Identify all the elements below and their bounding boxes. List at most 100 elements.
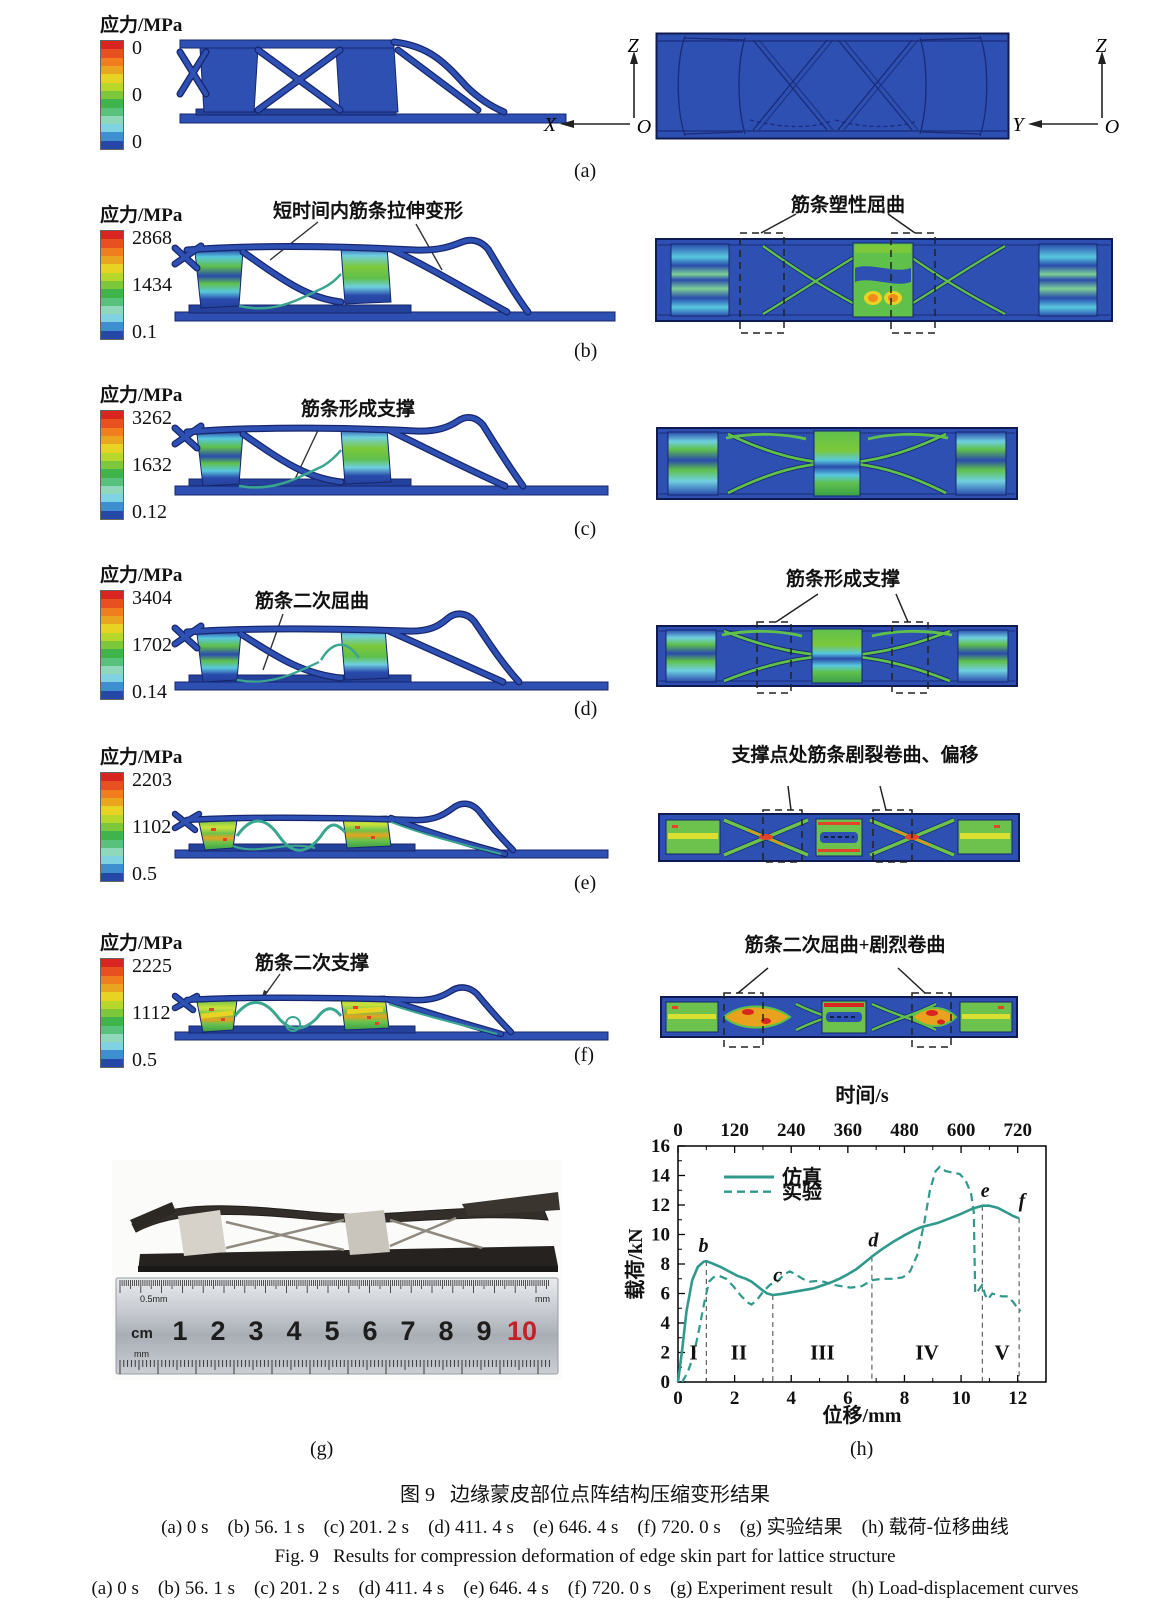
colorbar-min: 0.5 bbox=[132, 1049, 157, 1071]
svg-text:6: 6 bbox=[661, 1284, 671, 1305]
axis-origin-label: O bbox=[637, 116, 651, 138]
svg-text:240: 240 bbox=[777, 1120, 806, 1141]
colorbar-mid: 1632 bbox=[132, 454, 172, 476]
colorbar-min: 0.1 bbox=[132, 321, 157, 343]
fem-front-view-e bbox=[658, 813, 1020, 862]
fem-front-view-c bbox=[656, 427, 1018, 500]
svg-text:6: 6 bbox=[843, 1388, 853, 1409]
colorbar-f: 应力/MPa 2225 1112 0.5 bbox=[100, 928, 183, 1071]
svg-text:3: 3 bbox=[248, 1316, 263, 1346]
svg-text:9: 9 bbox=[476, 1316, 491, 1346]
fem-front-view-f bbox=[660, 996, 1018, 1038]
panel-label-h: (h) bbox=[850, 1438, 874, 1460]
svg-text:1: 1 bbox=[172, 1316, 187, 1346]
colorbar-mid: 1702 bbox=[132, 634, 172, 656]
colorbar-min: 0.12 bbox=[132, 501, 167, 523]
svg-text:12: 12 bbox=[651, 1195, 670, 1216]
annotation-boxes-e bbox=[762, 785, 913, 863]
annotation-c-left: 筋条形成支撑 bbox=[300, 399, 416, 420]
svg-text:mm: mm bbox=[535, 1294, 550, 1304]
subcaption-en: (a) 0 s (b) 56. 1 s (c) 201. 2 s (d) 411… bbox=[91, 1578, 1079, 1599]
colorbar-title: 应力/MPa bbox=[100, 933, 183, 954]
steel-ruler: 0.5mm mm cm 1 2 3 4 5 6 7 8 9 10 mm bbox=[115, 1277, 559, 1375]
svg-text:载荷/kN: 载荷/kN bbox=[623, 1228, 647, 1300]
arrow-up bbox=[630, 51, 638, 64]
experiment-photo: 0.5mm mm cm 1 2 3 4 5 6 7 8 9 10 mm bbox=[112, 1160, 562, 1380]
colorbar-mid: 1102 bbox=[132, 816, 172, 838]
svg-text:120: 120 bbox=[720, 1120, 749, 1141]
svg-text:IV: IV bbox=[915, 1341, 938, 1365]
svg-text:6: 6 bbox=[362, 1316, 377, 1346]
axis-z-label: Z bbox=[1095, 35, 1107, 57]
panel-label-b: (b) bbox=[574, 340, 598, 362]
colorbar-e: 应力/MPa 2203 1102 0.5 bbox=[100, 742, 182, 884]
annotation-f-left: 筋条二次支撑 bbox=[254, 953, 370, 974]
axis-z-label: Z bbox=[627, 35, 639, 57]
fem-side-view-d bbox=[171, 610, 609, 691]
fem-front-view-b bbox=[655, 238, 1113, 322]
svg-text:I: I bbox=[689, 1341, 697, 1365]
panel-label-a: (a) bbox=[574, 160, 597, 182]
svg-text:2: 2 bbox=[210, 1316, 225, 1346]
annotation-d-left: 筋条二次屈曲 bbox=[254, 591, 370, 612]
fem-front-view-a bbox=[655, 32, 1010, 140]
svg-text:cm: cm bbox=[131, 1325, 153, 1342]
colorbar-max: 2225 bbox=[132, 955, 172, 977]
colorbar-min: 0.14 bbox=[132, 681, 167, 703]
fem-side-view-a bbox=[176, 38, 567, 124]
reflective-pad bbox=[178, 1210, 226, 1256]
svg-text:位移/mm: 位移/mm bbox=[823, 1403, 902, 1427]
svg-text:8: 8 bbox=[900, 1388, 910, 1409]
colorbar-title: 应力/MPa bbox=[100, 15, 183, 36]
leader-line-d-left bbox=[262, 613, 284, 671]
caption-en: Fig. 9 Results for compression deformati… bbox=[274, 1546, 896, 1567]
colorbar-strip bbox=[100, 958, 124, 1068]
colorbar-max: 0 bbox=[132, 37, 142, 59]
fem-side-view-f bbox=[171, 984, 609, 1041]
svg-text:实验: 实验 bbox=[782, 1180, 822, 1204]
svg-text:2: 2 bbox=[730, 1388, 740, 1409]
colorbar-max: 3262 bbox=[132, 407, 172, 429]
axis-origin-label: O bbox=[1105, 116, 1119, 138]
colorbar-strip bbox=[100, 230, 124, 340]
svg-text:mm: mm bbox=[134, 1349, 149, 1359]
svg-text:480: 480 bbox=[890, 1120, 919, 1141]
svg-text:时间/s: 时间/s bbox=[835, 1084, 889, 1107]
colorbar-mid: 1434 bbox=[132, 274, 172, 296]
colorbar-max: 3404 bbox=[132, 587, 172, 609]
colorbar-strip bbox=[100, 772, 124, 882]
svg-text:8: 8 bbox=[438, 1316, 453, 1346]
fem-front-view-d bbox=[656, 625, 1018, 687]
svg-text:V: V bbox=[995, 1341, 1010, 1365]
fem-side-view-c bbox=[171, 414, 609, 496]
svg-text:10: 10 bbox=[651, 1225, 670, 1246]
annotation-b-right: 筋条塑性屈曲 bbox=[790, 195, 906, 216]
svg-text:III: III bbox=[810, 1341, 835, 1365]
svg-text:0.5mm: 0.5mm bbox=[140, 1294, 168, 1304]
svg-text:5: 5 bbox=[324, 1316, 339, 1346]
colorbar-strip bbox=[100, 590, 124, 700]
caption-cn: 图 9 边缘蒙皮部位点阵结构压缩变形结果 bbox=[400, 1484, 770, 1506]
annotation-b-left: 短时间内筋条拉伸变形 bbox=[272, 201, 464, 222]
annotation-boxes-d bbox=[756, 593, 929, 694]
svg-text:d: d bbox=[868, 1229, 879, 1251]
colorbar-mid: 0 bbox=[132, 84, 142, 106]
annotation-boxes-f bbox=[723, 967, 952, 1048]
svg-text:600: 600 bbox=[947, 1120, 976, 1141]
svg-text:360: 360 bbox=[834, 1120, 863, 1141]
axis-x-label: X bbox=[543, 114, 557, 136]
panel-label-c: (c) bbox=[574, 518, 597, 540]
svg-text:仿真: 仿真 bbox=[782, 1165, 822, 1189]
colorbar-title: 应力/MPa bbox=[100, 385, 183, 406]
panel-label-f: (f) bbox=[574, 1044, 594, 1066]
colorbar-c: 应力/MPa 3262 1632 0.12 bbox=[100, 380, 183, 523]
annotation-d-right: 筋条形成支撑 bbox=[785, 569, 901, 590]
annotation-boxes-b bbox=[739, 213, 936, 334]
svg-text:c: c bbox=[773, 1265, 782, 1287]
svg-text:4: 4 bbox=[286, 1316, 301, 1346]
colorbar-max: 2868 bbox=[132, 227, 172, 249]
colorbar-title: 应力/MPa bbox=[100, 205, 183, 226]
colorbar-a: 应力/MPa 0 0 0 bbox=[100, 10, 183, 152]
